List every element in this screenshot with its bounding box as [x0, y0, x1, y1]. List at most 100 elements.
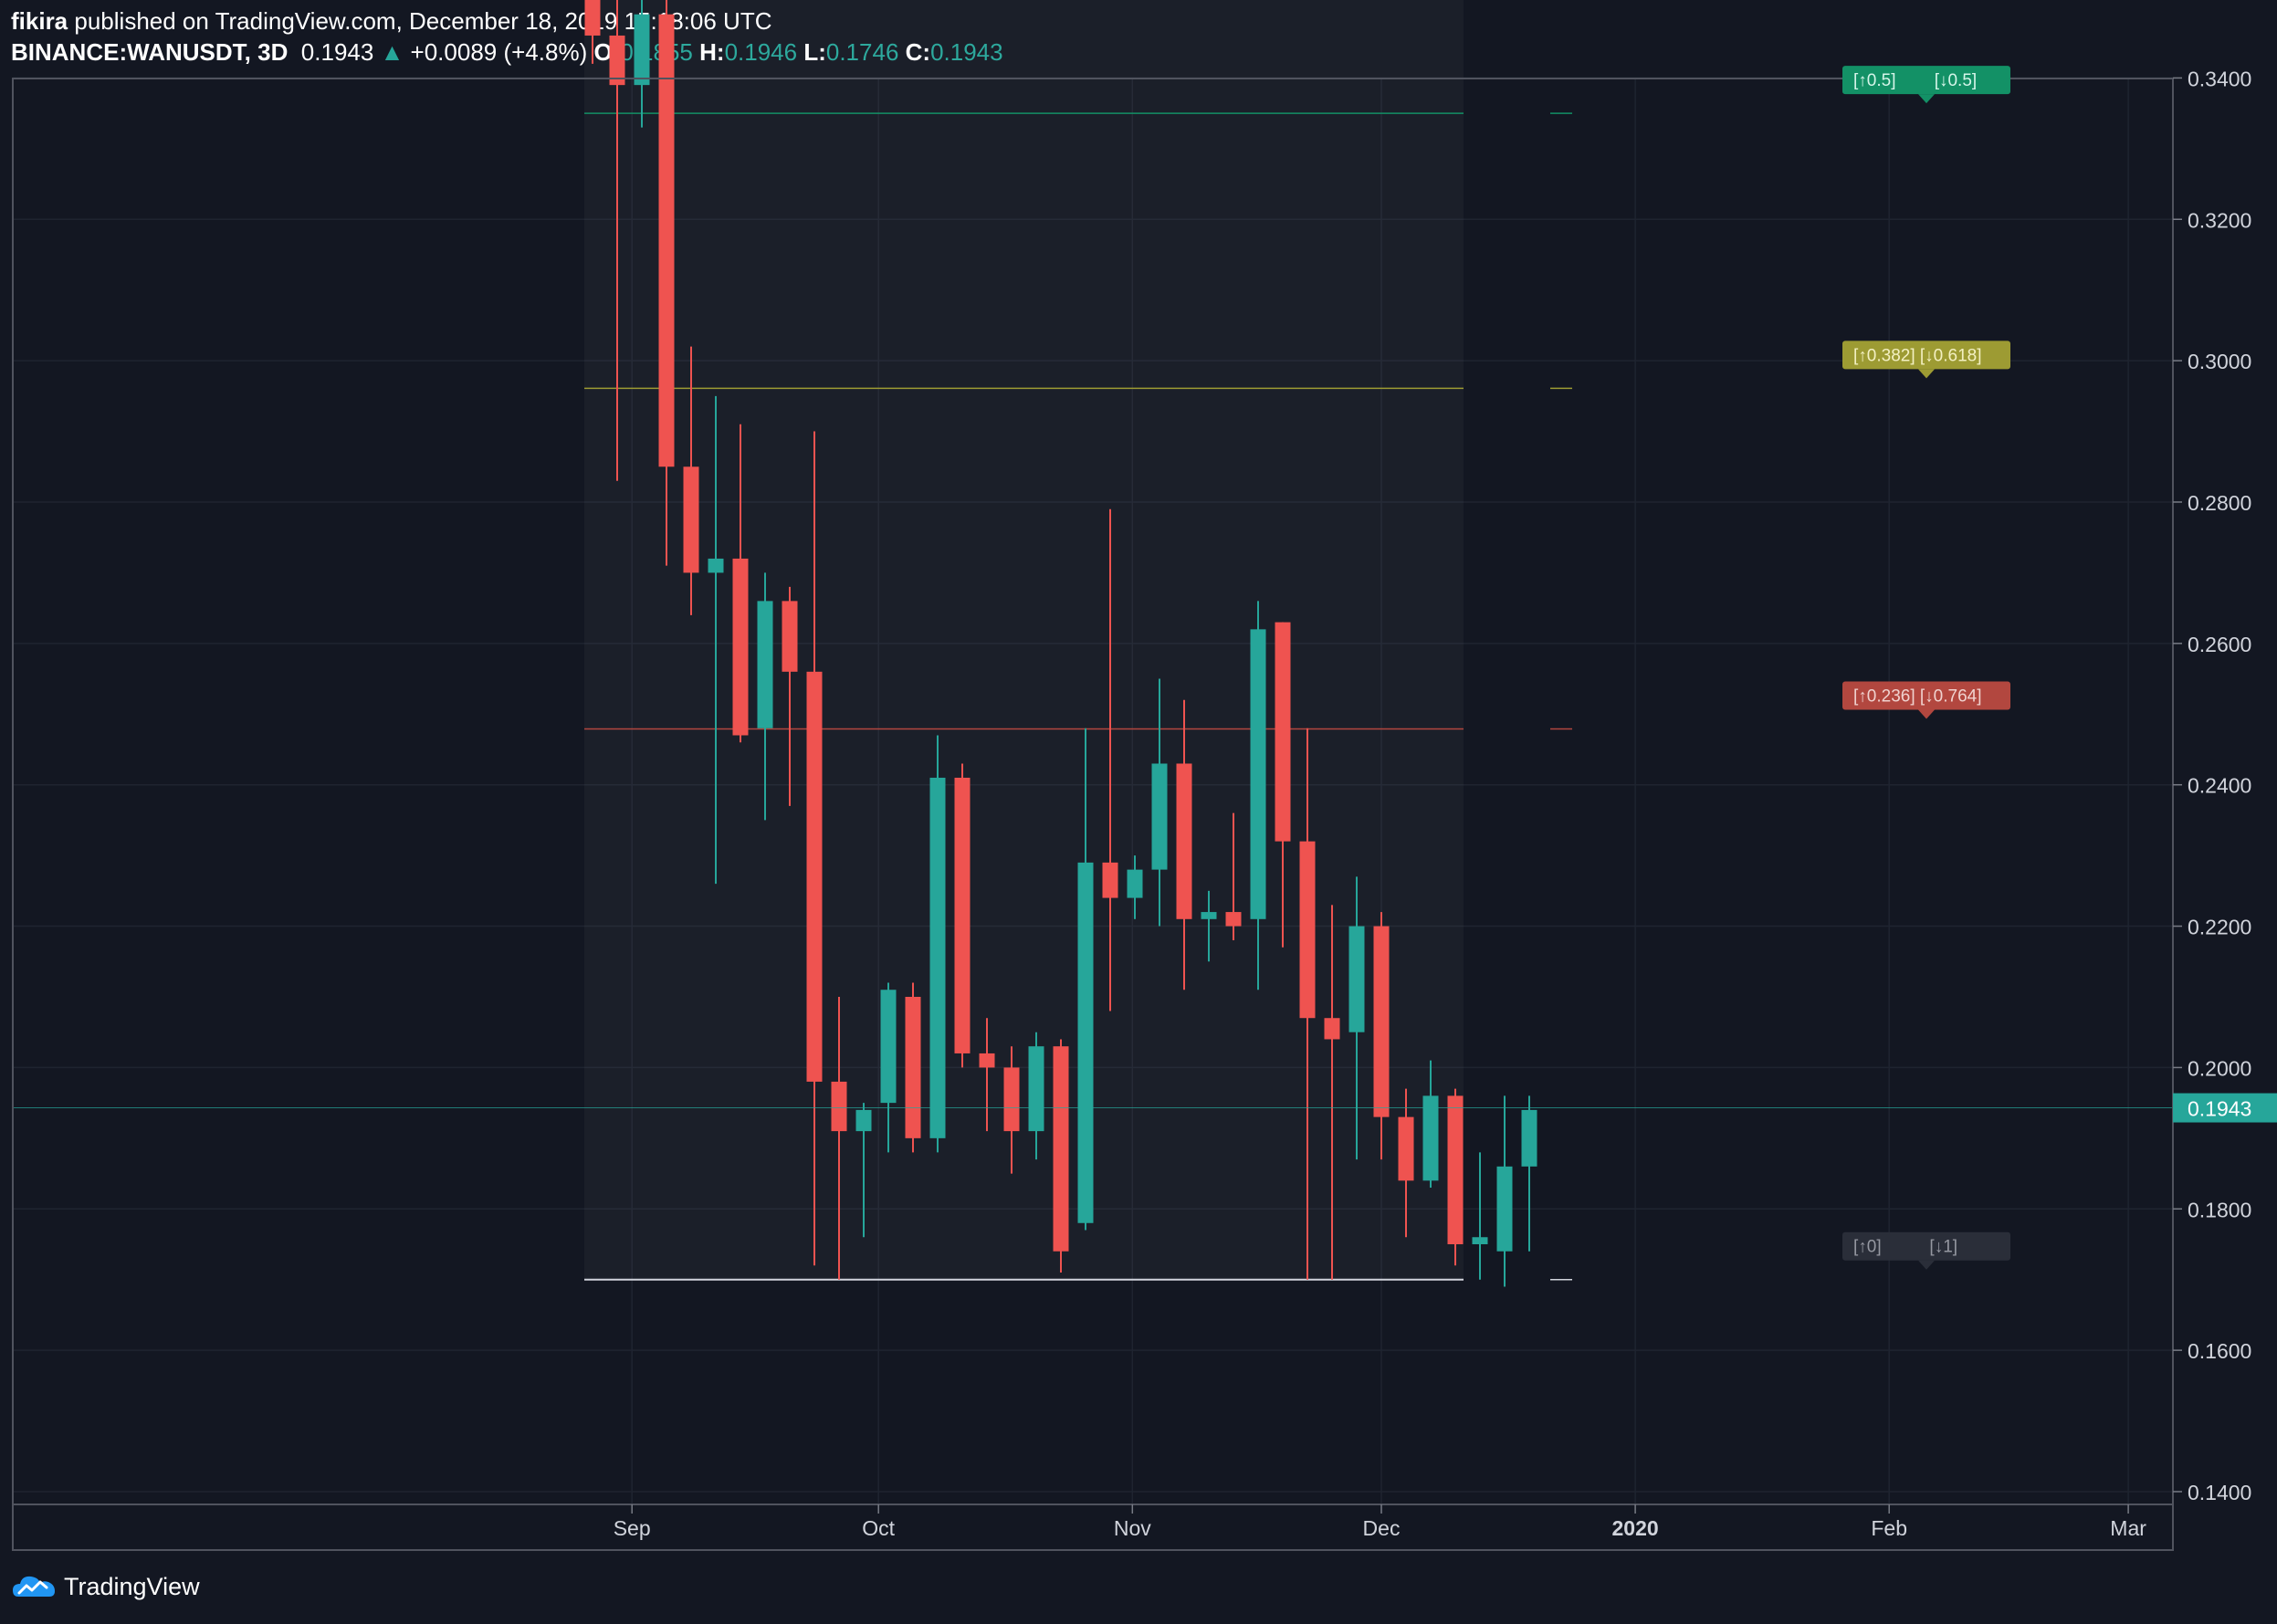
x-tick-label: Feb: [1871, 1516, 1907, 1540]
x-tick-label: Oct: [862, 1516, 895, 1540]
candle-body: [1127, 869, 1143, 898]
candle: [634, 0, 650, 128]
fib-label-text: [↑0] [↓1]: [1853, 1238, 1957, 1257]
candle-body: [658, 14, 675, 467]
candle: [1348, 876, 1365, 1160]
candle-body: [683, 466, 699, 573]
y-tick-label: 0.2400: [2188, 774, 2251, 798]
candle-body: [806, 671, 823, 1082]
candle-body: [634, 14, 650, 86]
candle-body: [1053, 1046, 1069, 1252]
fib-label: [↑0] [↓1]: [1842, 1231, 2010, 1270]
candle-body: [1422, 1095, 1439, 1181]
candle-body: [979, 1053, 995, 1068]
y-tick-label: 0.2000: [2188, 1056, 2251, 1080]
y-tick-label: 0.2800: [2188, 491, 2251, 515]
plot-background: [13, 79, 2173, 1504]
candle: [1225, 812, 1242, 941]
candle: [757, 572, 773, 821]
candle-body: [1275, 622, 1291, 842]
candle-body: [1077, 862, 1094, 1223]
y-tick-label: 0.2200: [2188, 916, 2251, 939]
fib-label-pointer: [1918, 94, 1935, 104]
candle: [1003, 1046, 1020, 1174]
candle-body: [1447, 1095, 1464, 1244]
candle: [708, 395, 724, 885]
candle: [732, 424, 749, 743]
candle: [855, 1103, 872, 1238]
candle-body: [1028, 1046, 1044, 1132]
price-change: +0.0089 (+4.8%): [410, 38, 588, 66]
y-tick-label: 0.3400: [2188, 67, 2251, 90]
candle: [782, 586, 798, 806]
time-axis[interactable]: Sep Oct Nov Dec 2020 Feb Mar: [614, 1504, 2147, 1540]
brand-name: TradingView: [64, 1572, 200, 1600]
fib-label: [↑0.382] [↓0.618]: [1842, 341, 2010, 379]
candle-body: [880, 990, 897, 1104]
candle-body: [1348, 926, 1365, 1032]
candles[interactable]: [13, 0, 2173, 1287]
candle-body: [1225, 912, 1242, 927]
candle: [1201, 890, 1217, 962]
candle: [1176, 699, 1192, 990]
fib-label-pointer: [1918, 1260, 1935, 1270]
y-tick-label: 0.1400: [2188, 1481, 2251, 1504]
candle-body: [609, 35, 625, 86]
candle: [658, 0, 675, 566]
candle-body: [708, 558, 724, 573]
candle: [1373, 912, 1390, 1160]
fib-retracement[interactable]: [584, 0, 1572, 1281]
fib-labels: [↑1] [↓0][↑0.764] [↓0.236][↑0.618] [↓0.3…: [1842, 66, 2010, 1270]
fib-label-text: [↑0.5] [↓0.5]: [1853, 71, 1977, 90]
candle-body: [1472, 1237, 1488, 1244]
y-tick-label: 0.1800: [2188, 1198, 2251, 1221]
candle: [979, 1018, 995, 1132]
candle: [1275, 622, 1291, 948]
candle: [1250, 601, 1266, 990]
candle-body: [905, 996, 921, 1138]
candle-body: [782, 601, 798, 672]
candle-body: [855, 1109, 872, 1132]
candle: [683, 346, 699, 615]
price-axis[interactable]: 0.1400 0.1600 0.1800 0.2000 0.2200 0.2400 0.26…: [2173, 67, 2277, 1504]
candle-body: [1151, 763, 1168, 870]
author-name[interactable]: fikira: [11, 7, 68, 35]
candle: [1127, 855, 1143, 919]
candle-body: [1299, 841, 1316, 1019]
candle-body: [954, 777, 971, 1053]
tradingview-logo-icon: [13, 1576, 55, 1597]
x-tick-label: Mar: [2110, 1516, 2146, 1540]
fib-label-pointer: [1918, 369, 1935, 379]
fib-label-box: [1842, 681, 2010, 710]
candle: [609, 0, 625, 481]
candle: [1521, 1095, 1537, 1252]
chart-frame: [12, 78, 2174, 1551]
candle: [1472, 1152, 1488, 1280]
candle-body: [831, 1081, 847, 1132]
candle: [880, 982, 897, 1153]
grid-lines: [13, 77, 2173, 1504]
candle-body: [1250, 629, 1266, 919]
symbol-name[interactable]: BINANCE:WANUSDT, 3D: [11, 38, 289, 66]
low-label: L:: [803, 38, 826, 66]
open-value: 0.1855: [620, 38, 693, 66]
candle-body: [1496, 1166, 1513, 1252]
candle: [1077, 728, 1094, 1231]
candle: [1053, 1039, 1069, 1273]
tradingview-logo[interactable]: TradingView: [13, 1568, 200, 1605]
candle-body: [732, 558, 749, 736]
time-axis-border: [12, 1504, 2174, 1551]
high-label: H:: [699, 38, 724, 66]
y-tick-label: 0.1600: [2188, 1339, 2251, 1363]
fib-label: [↑0.236] [↓0.764]: [1842, 681, 2010, 719]
candle-body: [1521, 1109, 1537, 1167]
candle: [1496, 1095, 1513, 1287]
current-price-badge: [2173, 1093, 2277, 1123]
fib-label-text: [↑0.382] [↓0.618]: [1853, 346, 1982, 365]
candle: [584, 0, 601, 64]
fib-label: [↑0.5] [↓0.5]: [1842, 66, 2010, 104]
candle-body: [1176, 763, 1192, 919]
low-value: 0.1746: [826, 38, 899, 66]
